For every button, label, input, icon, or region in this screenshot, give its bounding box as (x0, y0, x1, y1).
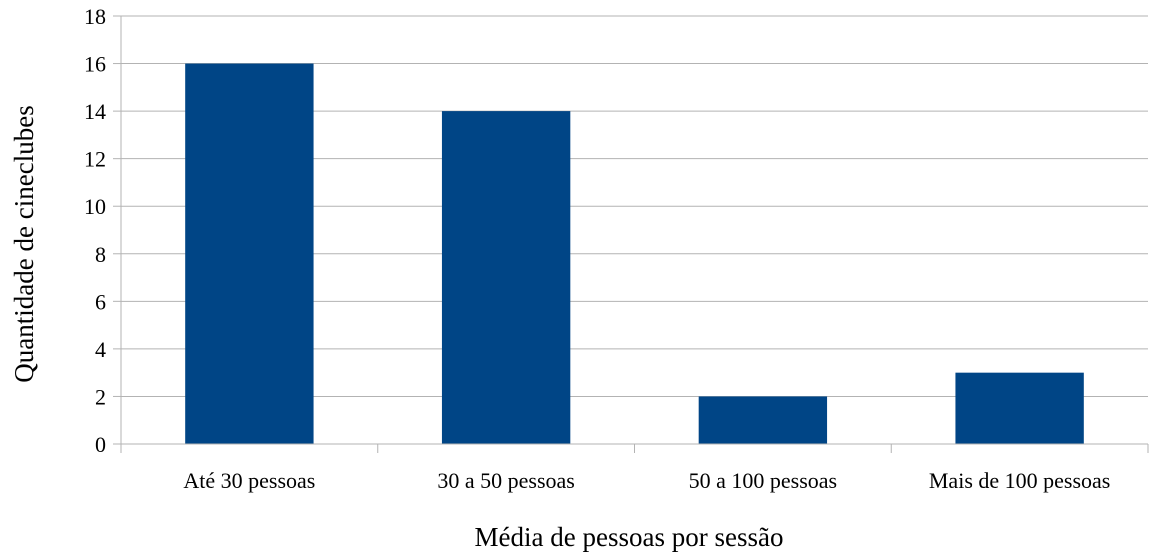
y-tick-label: 2 (95, 384, 106, 409)
bar (698, 396, 828, 444)
y-tick-label: 8 (95, 242, 106, 267)
x-tick-label: 30 a 50 pessoas (437, 468, 574, 493)
x-tick-label: 50 a 100 pessoas (689, 468, 837, 493)
y-tick-label: 16 (84, 52, 106, 77)
y-tick-label: 18 (84, 4, 106, 29)
y-tick-label: 14 (84, 99, 106, 124)
x-tick-label: Até 30 pessoas (183, 468, 315, 493)
y-axis-title: Quantidade de cineclubes (9, 105, 39, 382)
y-tick-label: 6 (95, 289, 106, 314)
x-tick-labels: Até 30 pessoas 30 a 50 pessoas 50 a 100 pe… (183, 468, 1110, 493)
bar (955, 372, 1084, 444)
y-tick-label: 12 (84, 147, 106, 172)
bar (185, 63, 314, 445)
axes (113, 15, 1149, 453)
y-tick-label: 0 (95, 432, 106, 457)
bars (185, 63, 1084, 445)
bar (441, 111, 571, 444)
y-tick-label: 4 (95, 337, 106, 362)
x-axis-title: Média de pessoas por sessão (475, 522, 784, 552)
y-tick-label: 10 (84, 194, 106, 219)
y-tick-labels: 0 2 4 6 8 10 12 14 16 18 (84, 4, 106, 457)
x-tick-label: Mais de 100 pessoas (929, 468, 1110, 493)
